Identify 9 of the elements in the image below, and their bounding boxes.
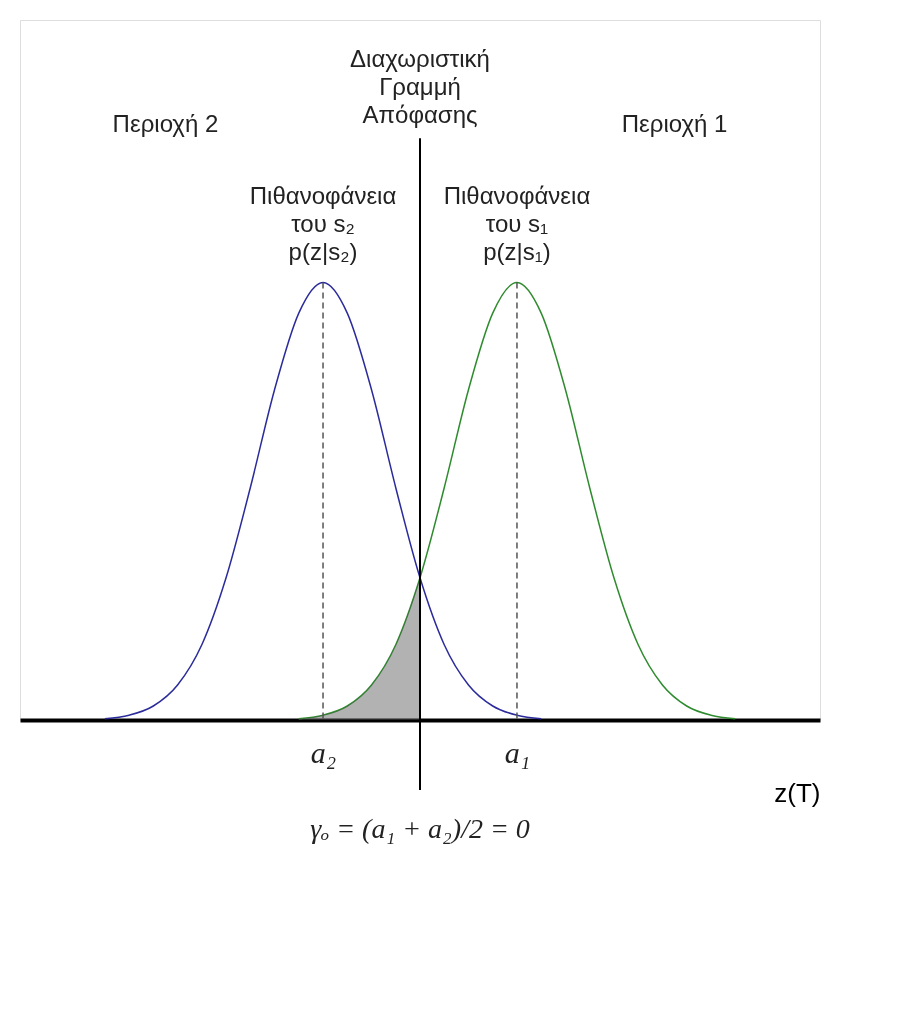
text: Περιοχή 2 — [112, 110, 219, 137]
text: Περιοχή 1 — [621, 110, 728, 137]
text: γₒ = (a₁ + a₂)/2 = 0 — [310, 813, 530, 844]
x-tick-label: a₂ — [310, 735, 337, 769]
x-tick-label: a₁ — [504, 735, 531, 769]
text: Διαχωριστική Γραμμή Απόφασης — [350, 45, 490, 129]
text: Πιθανοφάνεια του s₁ p(z|s₁) — [443, 181, 591, 265]
text: Πιθανοφάνεια του s₂ p(z|s₂) — [249, 181, 397, 265]
x-axis-title: z(T) — [774, 777, 821, 808]
